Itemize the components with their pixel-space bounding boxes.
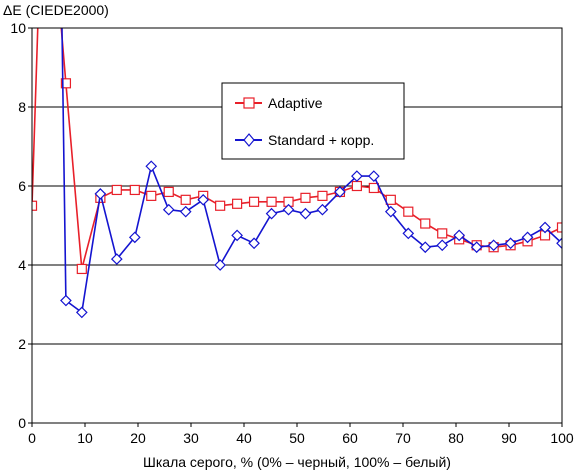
data-point [145,160,158,173]
data-point [32,200,38,211]
data-point [111,184,122,196]
plot-frame [31,27,563,424]
data-point [162,203,175,216]
data-point [215,200,226,211]
data-point [265,207,278,220]
data-point [129,184,140,196]
x-axis-title: Шкала серого, % (0% – черный, 100% – бел… [143,454,451,470]
data-point [60,294,72,307]
data-point [232,198,243,209]
legend-label-adaptive: Adaptive [268,95,323,111]
data-point [76,263,87,275]
data-point [146,190,157,201]
data-point [420,218,431,229]
series-line [61,28,562,314]
data-point [384,205,397,218]
series-layer [32,28,562,319]
y-tick-label: 2 [18,336,26,352]
data-point [300,192,311,203]
x-tick-label: 20 [130,430,146,446]
data-point [403,206,414,217]
x-tick-label: 40 [236,430,252,446]
x-tick-label: 30 [183,430,199,446]
x-tick-label: 60 [342,430,358,446]
data-point [402,227,415,240]
data-point [179,205,192,218]
y-tick-label: 4 [18,257,26,273]
data-point [470,241,483,254]
x-tick-label: 10 [77,430,93,446]
data-point [556,237,562,250]
data-point [75,306,88,319]
data-point [231,229,243,242]
x-tick-label: 80 [448,430,464,446]
series-1 [60,28,562,319]
data-point [248,196,260,207]
x-tick-label: 90 [501,430,517,446]
data-point [351,170,363,182]
data-point [163,186,174,198]
data-point [316,203,329,216]
data-point [521,231,534,244]
y-tick-label: 0 [18,415,26,431]
data-point [317,190,328,201]
y-axis-ticks: 0 2 4 6 8 10 [10,20,32,431]
data-point [214,259,226,271]
y-tick-label: 6 [18,178,26,194]
data-point [368,182,379,194]
data-point [180,194,191,205]
data-point [266,196,277,207]
legend-label-standard: Standard + корр. [268,132,374,148]
y-tick-label: 10 [10,20,26,36]
data-point [437,228,448,239]
data-point [419,241,432,254]
data-point [539,221,551,234]
x-tick-label: 50 [289,430,305,446]
data-point [110,253,123,265]
data-point [334,186,346,198]
legend-marker-adaptive [243,97,255,109]
data-point [128,231,141,244]
data-point [94,188,107,200]
data-point [248,237,260,250]
data-point [368,170,380,182]
x-tick-label: 70 [395,430,411,446]
legend-marker-standard [243,133,255,147]
data-point [197,193,210,206]
legend-box [221,82,405,160]
data-point [453,229,466,242]
y-tick-label: 8 [18,99,26,115]
data-point [351,180,362,192]
data-point [282,203,295,216]
data-point [504,237,517,250]
y-axis-title: ΔE (CIEDE2000) [3,2,109,18]
data-point [385,194,396,205]
data-point [299,207,312,220]
legend: Adaptive Standard + корр. [221,82,405,160]
data-point [60,78,72,89]
data-point [556,222,562,233]
x-axis-ticks: 0 10 20 30 40 50 60 70 80 90 100 [28,423,574,446]
data-point [487,239,500,252]
x-tick-label: 100 [550,430,574,446]
data-point [436,239,449,252]
x-tick-label: 0 [28,430,36,446]
